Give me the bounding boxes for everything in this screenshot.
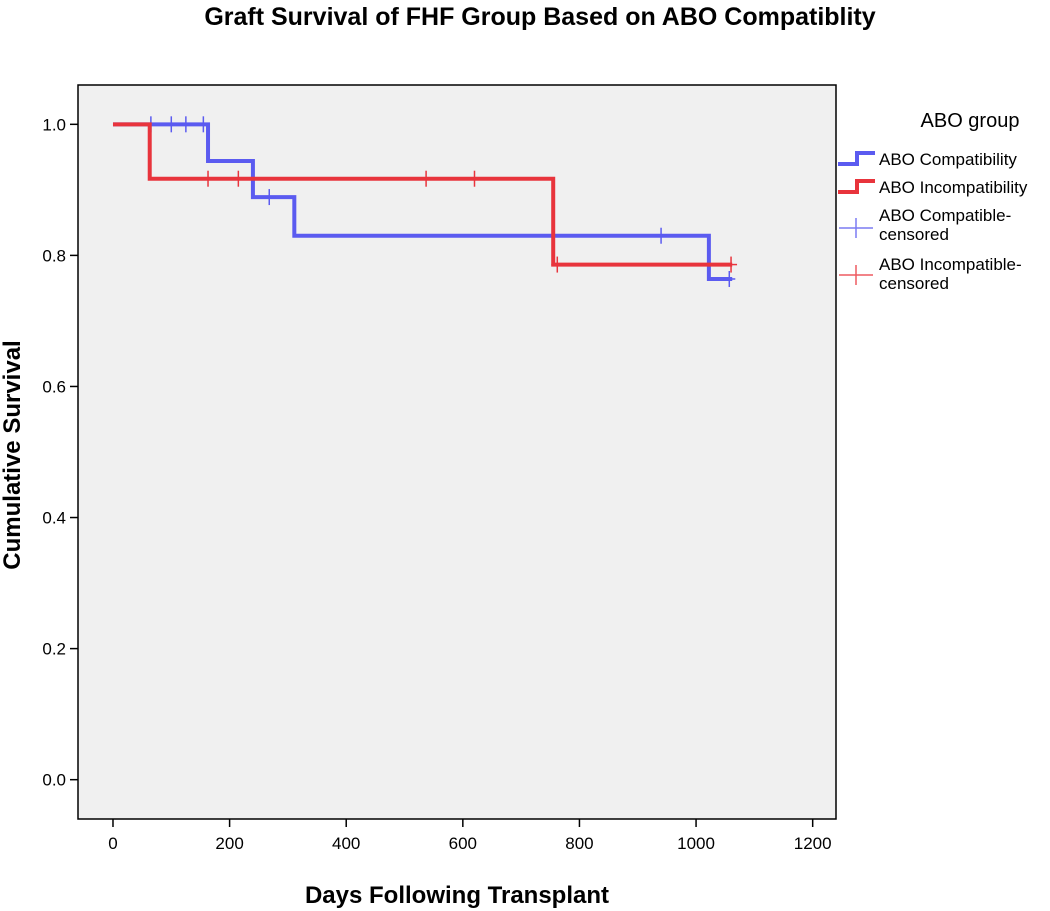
legend-label-abo-incompatible-censored-line-2: censored xyxy=(879,274,949,293)
y-tick-label: 0.8 xyxy=(42,246,66,265)
x-tick-label: 1200 xyxy=(794,834,832,853)
y-tick-label: 1.0 xyxy=(42,115,66,134)
legend-label-abo-compatible-censored-line-1: ABO Compatible- xyxy=(879,206,1011,225)
x-axis-ticks: 0 200 400 600 800 1000 1200 xyxy=(108,819,832,853)
x-axis-title: Days Following Transplant xyxy=(305,882,609,909)
y-tick-label: 0.6 xyxy=(42,377,66,396)
chart-title: Graft Survival of FHF Group Based on ABO… xyxy=(204,3,875,31)
x-tick-label: 1000 xyxy=(677,834,715,853)
x-tick-label: 600 xyxy=(449,834,477,853)
legend-symbol-abo-incompatibility xyxy=(838,179,875,194)
x-tick-label: 800 xyxy=(565,834,593,853)
legend-label-abo-incompatible-censored-line-1: ABO Incompatible- xyxy=(879,255,1022,274)
x-tick-label: 400 xyxy=(332,834,360,853)
y-tick-label: 0.4 xyxy=(42,509,66,528)
x-tick-label: 0 xyxy=(108,834,117,853)
legend-label-abo-incompatibility: ABO Incompatibility xyxy=(879,178,1028,197)
legend: ABO group ABO Compatibility ABO Incompati… xyxy=(838,110,1028,293)
legend-symbol-abo-compatibility xyxy=(838,151,875,166)
legend-title: ABO group xyxy=(921,110,1020,132)
legend-label-abo-compatibility: ABO Compatibility xyxy=(879,150,1017,169)
y-tick-label: 0.0 xyxy=(42,771,66,790)
series-line-abo-incompatibility xyxy=(112,122,733,267)
x-tick-label: 200 xyxy=(215,834,243,853)
y-axis-ticks: 0.0 0.2 0.4 0.6 0.8 1.0 xyxy=(42,115,78,790)
y-tick-label: 0.2 xyxy=(42,640,66,659)
y-axis-title: Cumulative Survival xyxy=(0,340,26,569)
legend-entries: ABO Compatibility ABO Incompatibility ABO … xyxy=(838,150,1028,293)
plot-area xyxy=(77,84,837,820)
legend-label-abo-compatible-censored-line-2: censored xyxy=(879,225,949,244)
series-layer xyxy=(112,116,738,287)
